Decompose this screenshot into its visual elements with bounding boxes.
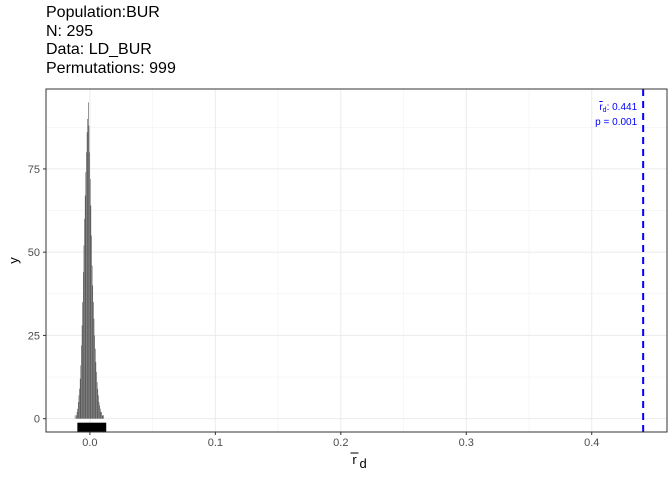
histogram-bar (95, 362, 97, 419)
grid-minor (46, 89, 667, 432)
y-axis-ticks: 0 25 50 75 (28, 164, 46, 426)
observed-stat-label: rd: 0.441 (599, 102, 637, 114)
histogram-bar (99, 405, 100, 419)
histogram-bar (86, 132, 88, 419)
histogram-bar (79, 388, 80, 419)
y-tick-label: 0 (34, 414, 40, 426)
histogram-bar (77, 408, 78, 419)
histogram-bar (79, 378, 81, 419)
histogram-bar (103, 415, 104, 419)
x-axis-title-sub: d (360, 456, 367, 471)
title-data: Data: LD_BUR (46, 41, 152, 58)
histogram-bar (91, 235, 92, 419)
histogram-bar (91, 265, 93, 419)
x-tick-label: 0.4 (584, 437, 599, 449)
x-axis-title-base: r (352, 452, 357, 467)
histogram-bar (83, 272, 84, 419)
histogram-bar (92, 285, 94, 419)
histogram-bar (101, 412, 102, 419)
x-tick-label: 0.1 (208, 437, 223, 449)
histogram-bar (77, 402, 79, 419)
y-tick-label: 75 (28, 164, 40, 176)
histogram-bar (102, 415, 104, 419)
histogram-bar (101, 415, 103, 419)
histogram-bar (89, 178, 91, 419)
histogram-bar (78, 395, 80, 419)
x-axis-title: r d (350, 452, 367, 471)
panel-border (45, 88, 668, 433)
histogram-bars (74, 102, 104, 419)
observed-p-label: p = 0.001 (595, 117, 637, 128)
histogram-bar (76, 412, 78, 419)
grid-major (46, 89, 667, 432)
histogram-bar (85, 172, 87, 419)
histogram-bar (80, 365, 82, 419)
histogram-bar (86, 152, 87, 419)
histogram-bar (98, 402, 100, 419)
histogram-bar (93, 318, 95, 419)
histogram-bar (84, 195, 86, 419)
histogram-bar (93, 302, 94, 419)
histogram-bar (82, 302, 84, 419)
y-tick-label: 25 (28, 330, 40, 342)
y-tick-label: 50 (28, 247, 40, 259)
histogram-bar (89, 152, 90, 419)
histogram-bar (99, 408, 101, 419)
histogram-bar (90, 205, 92, 419)
histogram-bar (97, 388, 99, 419)
x-axis-ticks: 0.0 0.1 0.2 0.3 0.4 (82, 432, 599, 449)
y-axis-title: y (6, 257, 21, 264)
x-tick-label: 0.0 (82, 437, 97, 449)
histogram-bar (88, 102, 89, 419)
title-permutations: Permutations: 999 (46, 59, 176, 77)
title-population: Population:BUR (46, 4, 160, 21)
histogram-bar (94, 348, 96, 419)
histogram-bar (81, 325, 83, 419)
summary-bar (77, 422, 107, 432)
histogram-bar (87, 118, 89, 419)
histogram-bar (81, 345, 82, 419)
x-tick-label: 0.3 (459, 437, 474, 449)
histogram-bar (74, 415, 76, 419)
histogram-bar (100, 412, 102, 419)
histogram-bar (84, 218, 85, 419)
observed-stat-symbol: r (599, 102, 603, 113)
summary-bar-rect (77, 422, 107, 432)
observed-stat-subscript: d (603, 107, 607, 114)
histogram-bar (98, 395, 99, 419)
histogram-bar (96, 372, 97, 419)
histogram-bar (83, 245, 85, 419)
observed-annotation: rd: 0.441 p = 0.001 (595, 102, 637, 128)
histogram-bar (94, 335, 95, 419)
histogram-bar (96, 382, 98, 419)
histogram-bar (76, 415, 77, 419)
observed-stat-value: : 0.441 (607, 102, 638, 113)
title-n: N: 295 (46, 22, 94, 40)
histogram-bar (88, 125, 90, 419)
chart-title-block: Population:BUR N: 295 Data: LD_BUR Permu… (46, 4, 176, 78)
x-tick-label: 0.2 (333, 437, 348, 449)
